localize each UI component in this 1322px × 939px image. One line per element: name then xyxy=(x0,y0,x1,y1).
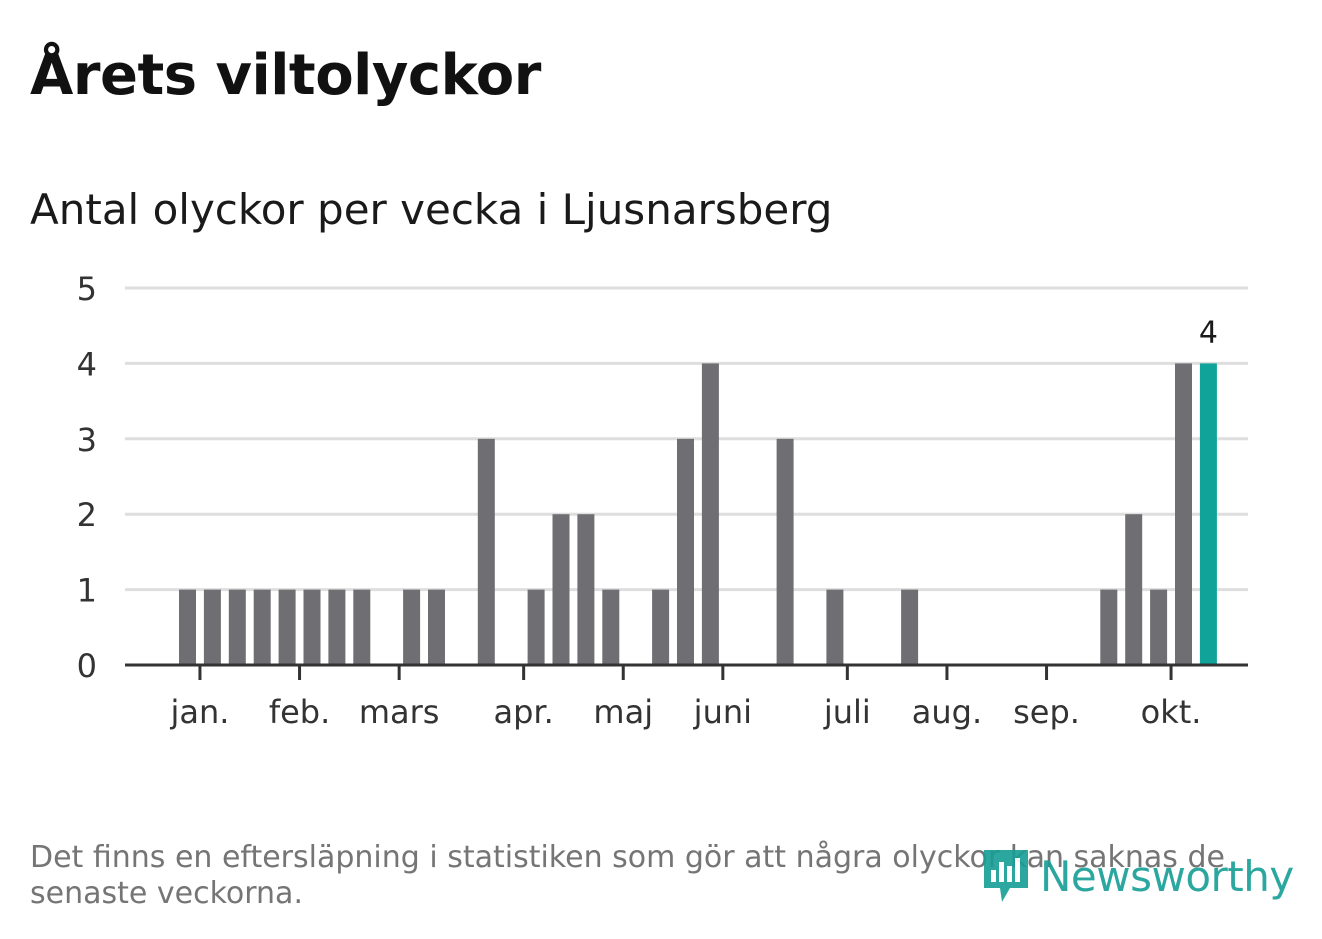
x-tick-label: juli xyxy=(823,693,871,731)
x-tick-label: maj xyxy=(593,693,653,731)
bar xyxy=(901,589,919,665)
y-axis-ticks: 0 1 2 3 4 5 xyxy=(77,270,97,685)
bar-chart: 0 1 2 3 4 5 jan. feb. mars apr. maj juni juli aug. se… xyxy=(77,270,1248,731)
bars xyxy=(179,363,1217,665)
bar-chart-speech-bubble-icon xyxy=(984,850,1028,902)
bar xyxy=(353,589,371,665)
bar xyxy=(602,589,620,665)
x-tick-label: sep. xyxy=(1013,693,1080,731)
bar xyxy=(253,589,271,665)
x-tick-label: okt. xyxy=(1141,693,1202,731)
x-tick-label: juni xyxy=(693,693,752,731)
bar xyxy=(1175,363,1192,665)
bar-highlight xyxy=(1199,363,1217,665)
bar xyxy=(477,438,495,665)
y-tick-label: 3 xyxy=(77,421,97,459)
bar xyxy=(328,589,346,665)
bar xyxy=(552,514,570,665)
chart-subtitle: Antal olyckor per vecka i Ljusnarsberg xyxy=(30,185,833,234)
bar xyxy=(826,589,844,665)
data-labels: 4 xyxy=(1199,315,1218,350)
x-tick-label: apr. xyxy=(493,693,553,731)
y-tick-label: 2 xyxy=(77,496,97,534)
y-tick-label: 0 xyxy=(77,647,97,685)
x-tick-label: mars xyxy=(359,693,440,731)
bar xyxy=(179,589,196,665)
x-tick-label: jan. xyxy=(169,693,229,731)
bar xyxy=(577,514,595,665)
logo-text: Newsworthy xyxy=(1040,851,1294,901)
bar xyxy=(677,438,694,665)
bar xyxy=(527,589,545,665)
bar xyxy=(303,589,321,665)
x-tick-label: aug. xyxy=(912,693,982,731)
y-tick-label: 1 xyxy=(77,572,97,610)
bar xyxy=(652,589,670,665)
newsworthy-logo: Newsworthy xyxy=(980,846,1294,906)
y-tick-label: 4 xyxy=(77,345,97,383)
x-axis-ticks: jan. feb. mars apr. maj juni juli aug. sep. okt. xyxy=(169,665,1201,731)
bar xyxy=(203,589,221,665)
bar xyxy=(428,589,445,665)
bar xyxy=(776,438,794,665)
chart-title: Årets viltolyckor xyxy=(30,43,541,108)
y-tick-label: 5 xyxy=(77,270,97,308)
bar xyxy=(278,589,296,665)
bar xyxy=(1150,589,1168,665)
data-label: 4 xyxy=(1199,315,1218,350)
bar xyxy=(701,363,719,665)
bar xyxy=(1125,514,1143,665)
bar xyxy=(228,589,246,665)
bar xyxy=(1100,589,1118,665)
bar xyxy=(403,589,421,665)
x-tick-label: feb. xyxy=(269,693,330,731)
